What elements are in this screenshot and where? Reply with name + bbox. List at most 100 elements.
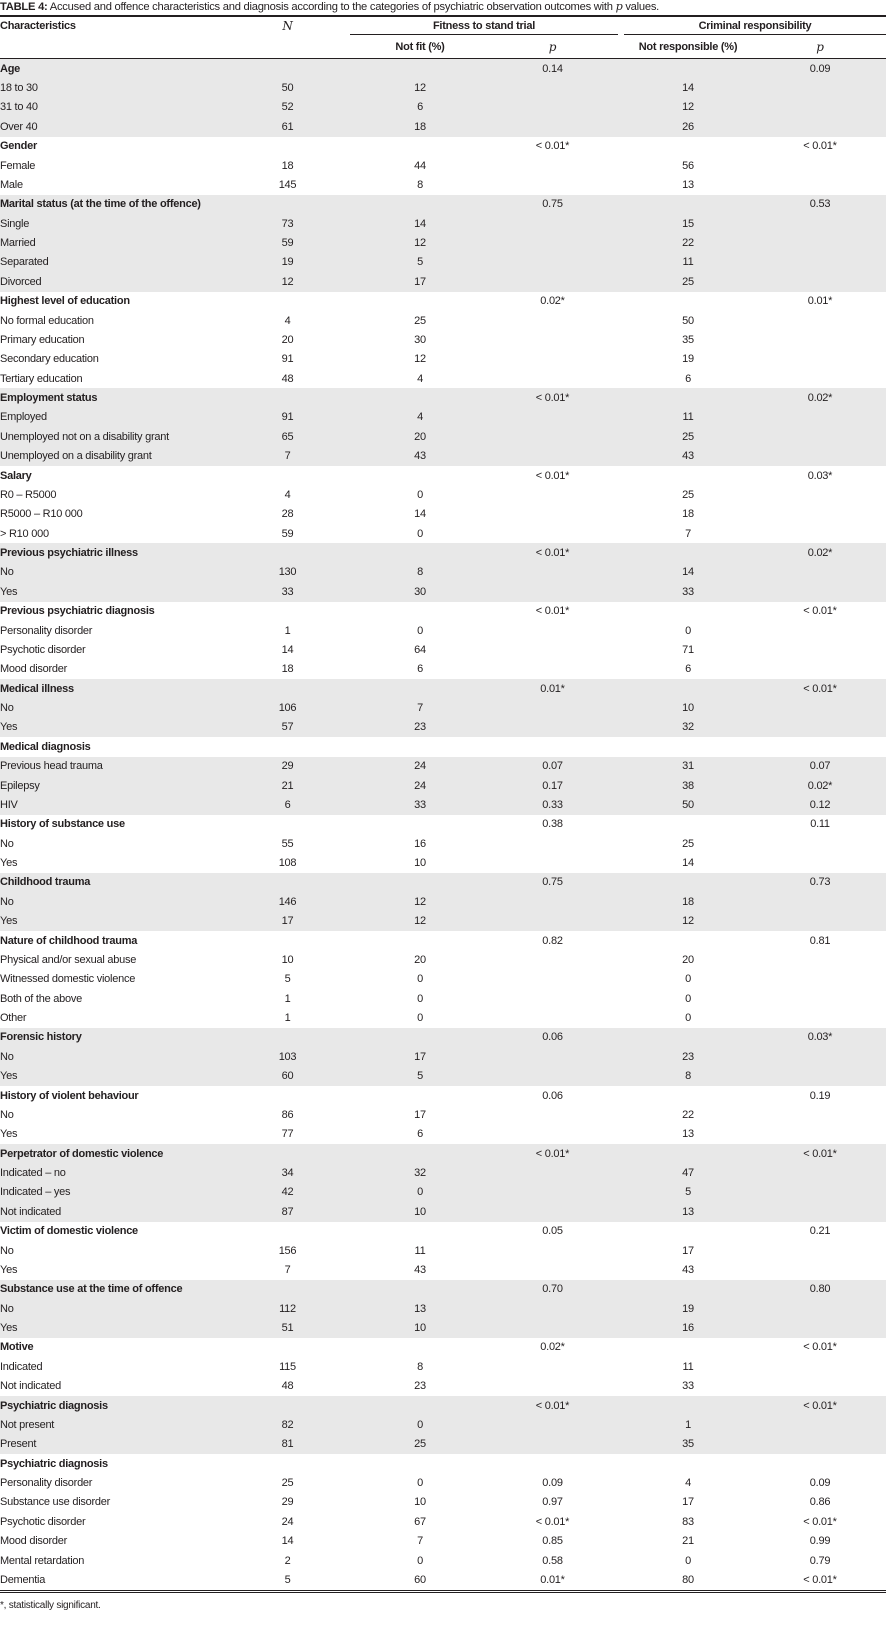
cell-p-fit bbox=[515, 1125, 590, 1144]
cell-n: 4 bbox=[284, 314, 291, 327]
cell-characteristic: HIV bbox=[0, 798, 18, 811]
cell-characteristic: Indicated – no bbox=[0, 1167, 66, 1180]
cell-p-responsibility bbox=[786, 718, 854, 737]
cell-p-fit bbox=[515, 524, 590, 543]
cell-not-fit: 12 bbox=[414, 915, 426, 928]
table-row: Indicated – no 34 32 47 bbox=[0, 1163, 886, 1183]
table-body: Age 0.14 0.09 18 to 30 50 12 14 31 to 40 52 6 12 Ov… bbox=[0, 59, 886, 1590]
cell-p-fit: 0.09 bbox=[542, 1477, 563, 1490]
cell-p-responsibility bbox=[786, 311, 854, 330]
cell-not-fit: 0 bbox=[417, 1418, 423, 1431]
cell-not-responsible: 22 bbox=[682, 237, 694, 250]
cell-characteristic: Secondary education bbox=[0, 353, 99, 366]
cell-p-fit bbox=[515, 1377, 590, 1396]
cell-characteristic: Substance use at the time of offence bbox=[0, 1283, 183, 1296]
table-row: HIV 6 33 0.33 50 0.12 bbox=[0, 795, 886, 815]
cell-not-fit: 14 bbox=[414, 217, 426, 230]
cell-p-responsibility: 0.79 bbox=[809, 1554, 831, 1567]
cell-characteristic: Previous psychiatric diagnosis bbox=[0, 605, 155, 618]
cell-p-fit bbox=[515, 1067, 590, 1086]
cell-p-fit bbox=[515, 447, 590, 466]
table-row: Personality disorder 1 0 0 bbox=[0, 621, 886, 640]
cell-not-responsible bbox=[590, 815, 786, 834]
table-row: No 103 17 23 bbox=[0, 1047, 886, 1067]
cell-characteristic: Mood disorder bbox=[0, 663, 68, 676]
table-row: No formal education 4 25 50 bbox=[0, 311, 886, 330]
cell-p-fit: 0.82 bbox=[542, 934, 563, 947]
cell-not-responsible: 0 bbox=[685, 624, 691, 637]
cell-not-fit: 13 bbox=[414, 1302, 426, 1315]
cell-n: 73 bbox=[281, 217, 294, 230]
cell-characteristic: Dementia bbox=[0, 1573, 46, 1586]
cell-characteristic: 31 to 40 bbox=[0, 101, 38, 114]
cell-not-fit: 0 bbox=[417, 624, 423, 637]
header-rule bbox=[0, 58, 886, 59]
cell-p-responsibility bbox=[786, 1357, 854, 1376]
cell-not-fit bbox=[325, 1144, 515, 1163]
cell-characteristic: Forensic history bbox=[0, 1031, 82, 1044]
cell-not-fit: 25 bbox=[414, 1438, 426, 1451]
cell-not-fit bbox=[325, 1338, 515, 1357]
table-row: No 156 11 17 bbox=[0, 1241, 886, 1260]
cell-not-responsible: 0 bbox=[685, 1012, 691, 1025]
cell-n: 81 bbox=[281, 1438, 294, 1451]
cell-not-fit: 43 bbox=[414, 450, 426, 463]
table-row: Secondary education 91 12 19 bbox=[0, 350, 886, 369]
cell-characteristic: Personality disorder bbox=[0, 624, 93, 637]
cell-p-responsibility: 0.09 bbox=[809, 62, 831, 75]
cell-characteristic: Yes bbox=[0, 1070, 18, 1083]
cell-characteristic: Mood disorder bbox=[0, 1535, 68, 1548]
table-row: No 86 17 22 bbox=[0, 1105, 886, 1124]
cell-not-responsible: 19 bbox=[682, 1302, 694, 1315]
cell-not-responsible: 16 bbox=[682, 1322, 694, 1335]
cell-n: 106 bbox=[278, 702, 297, 715]
cell-n: 48 bbox=[281, 372, 294, 385]
cell-n: 87 bbox=[281, 1205, 294, 1218]
cell-p-fit bbox=[515, 330, 590, 349]
cell-p-responsibility bbox=[786, 1415, 854, 1434]
cell-not-responsible: 5 bbox=[685, 1186, 691, 1199]
cell-p-fit: 0.06 bbox=[542, 1089, 563, 1102]
cell-not-responsible: 50 bbox=[682, 314, 694, 327]
cell-p-fit bbox=[515, 1318, 590, 1337]
cell-p-responsibility bbox=[786, 1241, 854, 1260]
table-row: Dementia 5 60 0.01* 80 < 0.01* bbox=[0, 1570, 886, 1589]
cell-not-fit: 0 bbox=[417, 1477, 423, 1490]
cell-characteristic: Both of the above bbox=[0, 992, 82, 1005]
cell-not-responsible: 13 bbox=[682, 1205, 694, 1218]
cell-not-fit: 10 bbox=[414, 857, 426, 870]
table-row: Psychotic disorder 24 67 < 0.01* 83 < 0.01* bbox=[0, 1512, 886, 1531]
cell-characteristic: Personality disorder bbox=[0, 1477, 93, 1490]
cell-not-fit: 10 bbox=[414, 1205, 426, 1218]
cell-not-responsible: 26 bbox=[682, 120, 694, 133]
cell-p-fit bbox=[515, 660, 590, 679]
cell-not-fit: 20 bbox=[414, 953, 426, 966]
table-row: R0 – R5000 4 0 25 bbox=[0, 485, 886, 504]
cell-n: 48 bbox=[281, 1380, 294, 1393]
cell-p-responsibility bbox=[786, 117, 854, 136]
cell-not-fit: 44 bbox=[414, 159, 426, 172]
group-heading-row: Victim of domestic violence 0.05 0.21 bbox=[0, 1222, 886, 1241]
cell-characteristic: No bbox=[0, 566, 14, 579]
cell-p-fit bbox=[515, 311, 590, 330]
cell-p-fit: < 0.01* bbox=[535, 1515, 570, 1528]
cell-n bbox=[250, 1222, 325, 1241]
cell-characteristic: R5000 – R10 000 bbox=[0, 508, 83, 521]
cell-not-responsible: 0 bbox=[685, 973, 691, 986]
cell-not-responsible: 25 bbox=[682, 488, 694, 501]
cell-p-fit: 0.75 bbox=[542, 876, 563, 889]
cell-n: 156 bbox=[278, 1244, 297, 1257]
cell-n: 17 bbox=[281, 915, 294, 928]
cell-characteristic: Salary bbox=[0, 469, 32, 482]
cell-n: 1 bbox=[284, 992, 291, 1005]
cell-p-responsibility: < 0.01* bbox=[803, 1573, 837, 1586]
group-heading-row: Highest level of education 0.02* 0.01* bbox=[0, 292, 886, 311]
table-row: Primary education 20 30 35 bbox=[0, 330, 886, 349]
cell-not-fit: 0 bbox=[417, 527, 423, 540]
group-heading-row: Marital status (at the time of the offen… bbox=[0, 194, 886, 214]
cell-characteristic: Present bbox=[0, 1438, 37, 1451]
cell-not-fit bbox=[325, 1396, 515, 1415]
cell-n: 59 bbox=[281, 237, 294, 250]
table-row: Personality disorder 25 0 0.09 4 0.09 bbox=[0, 1473, 886, 1492]
cell-not-fit: 14 bbox=[414, 508, 426, 521]
